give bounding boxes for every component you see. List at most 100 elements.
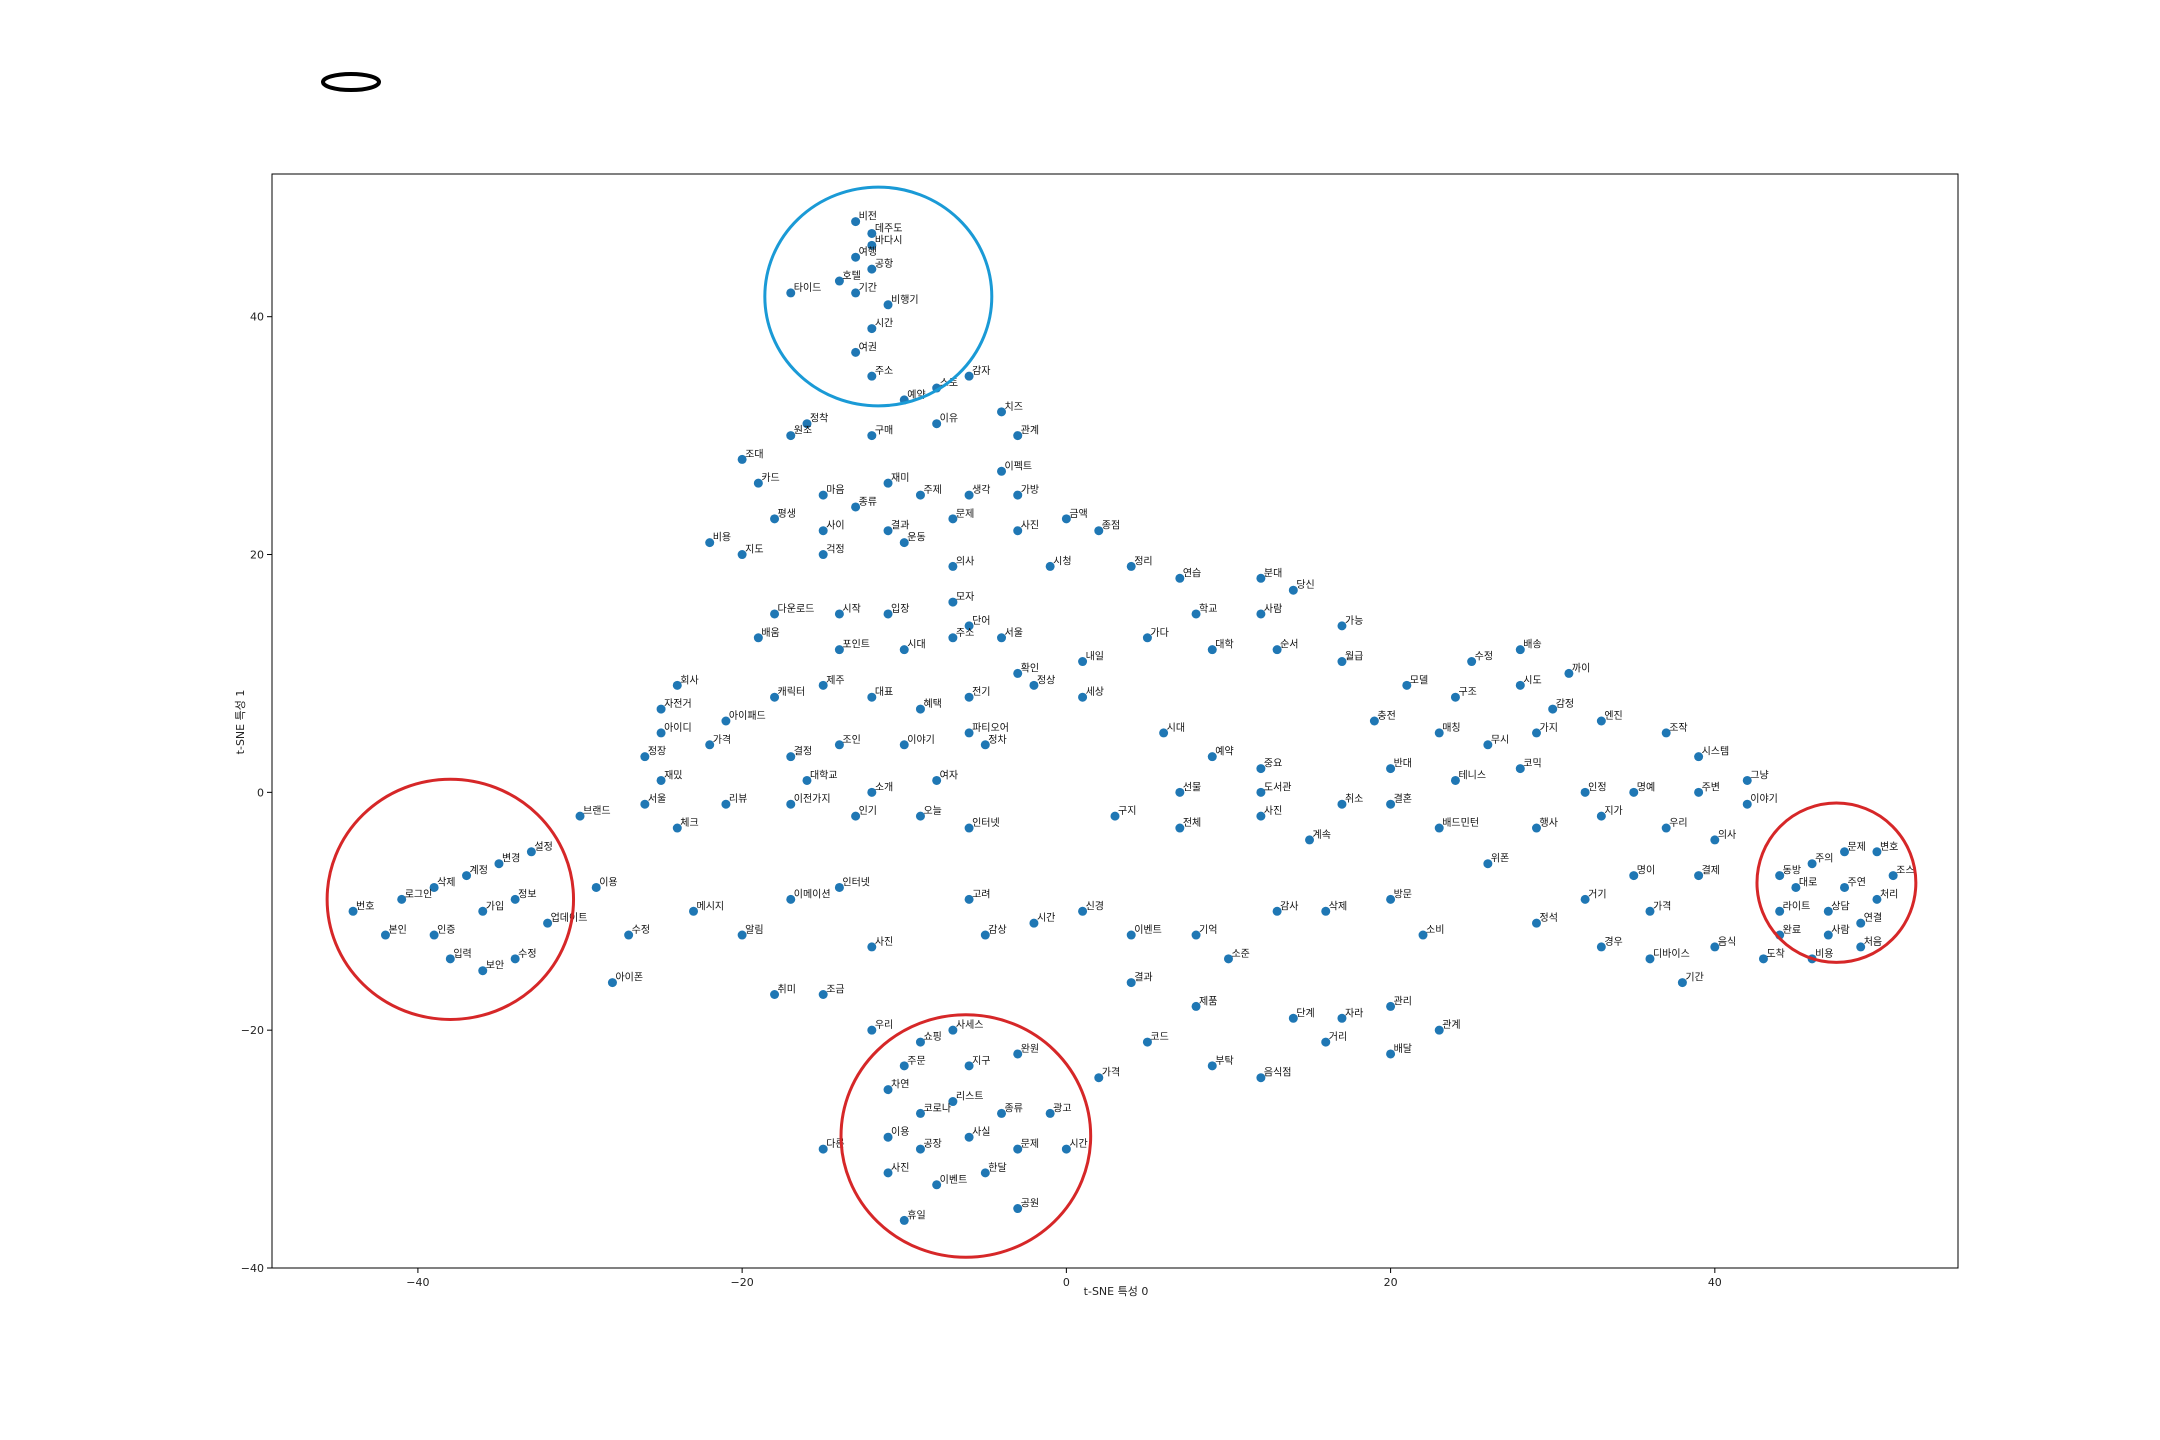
point-label: 비용 <box>713 532 731 544</box>
point-label: 충전 <box>1377 710 1395 722</box>
scatter-point <box>1434 823 1444 833</box>
scatter-point <box>980 740 990 750</box>
point-label: 재미 <box>891 472 909 484</box>
scatter-point <box>672 680 682 690</box>
point-label: 서울 <box>1005 627 1023 639</box>
scatter-point <box>948 561 958 571</box>
point-label: 디바이스 <box>1653 948 1690 960</box>
scatter-point <box>818 526 828 536</box>
scatter-point <box>1596 716 1606 726</box>
point-label: 주제 <box>923 484 941 496</box>
point-label: 예약 <box>1215 746 1233 758</box>
scatter-point <box>721 799 731 809</box>
point-label: 문제 <box>1848 841 1866 853</box>
point-label: 우리 <box>1669 817 1687 829</box>
tick-group: −40 −20 0 20 40 −40 −20 0 20 40 <box>241 311 1722 1289</box>
scatter-point <box>883 300 893 310</box>
point-label: 당신 <box>1296 579 1314 591</box>
point-label: 무시 <box>1491 734 1509 746</box>
point-label: 인터넷 <box>972 817 1000 829</box>
scatter-point <box>1321 906 1331 916</box>
point-label: 여행 <box>859 246 877 258</box>
point-label: 삭제 <box>437 876 455 888</box>
scatter-point <box>494 859 504 869</box>
point-label: 감상 <box>988 924 1006 936</box>
y-tick-label: 20 <box>250 549 264 562</box>
scatter-point <box>1872 847 1882 857</box>
scatter-point <box>851 217 861 227</box>
scatter-point <box>1483 859 1493 869</box>
point-label: 알림 <box>745 924 763 936</box>
scatter-point <box>737 454 747 464</box>
scatter-point <box>591 882 601 892</box>
scatter-point <box>1710 835 1720 845</box>
scatter-point <box>624 930 634 940</box>
point-label: 도착 <box>1766 948 1784 960</box>
point-label: 전기 <box>972 686 990 698</box>
point-label: 한달 <box>988 1162 1006 1174</box>
scatter-point <box>1094 1073 1104 1083</box>
scatter-point <box>948 597 958 607</box>
scatter-point <box>851 288 861 298</box>
point-label: 조작 <box>1669 722 1687 734</box>
scatter-points <box>348 217 1898 1225</box>
point-label: 사실 <box>972 1126 990 1138</box>
scatter-point <box>948 1025 958 1035</box>
scatter-point <box>1742 775 1752 785</box>
point-label: 가능 <box>1345 615 1363 627</box>
scatter-point <box>1580 787 1590 797</box>
point-label: 대표 <box>875 686 893 698</box>
scatter-point <box>1710 942 1720 952</box>
scatter-point <box>1272 906 1282 916</box>
point-label: 소비 <box>1426 924 1444 936</box>
point-label: 차연 <box>891 1079 909 1091</box>
point-label: 사람 <box>1831 923 1849 936</box>
scatter-point <box>818 990 828 999</box>
scatter-point <box>883 526 893 536</box>
point-label: 사세스 <box>956 1019 984 1031</box>
black-ellipse-mark <box>321 72 381 92</box>
point-label: 소개 <box>875 781 893 793</box>
scatter-point <box>770 609 780 619</box>
scatter-point <box>867 371 877 381</box>
point-label: 선물 <box>1183 781 1201 793</box>
point-label: 방문 <box>1394 888 1412 900</box>
point-label: 명이 <box>1637 865 1655 877</box>
point-label: 소준 <box>1231 948 1249 960</box>
point-label: 지구 <box>972 1055 990 1067</box>
scatter-point <box>1126 930 1136 940</box>
scatter-point <box>1515 645 1525 655</box>
point-label: 사진 <box>1264 805 1282 817</box>
scatter-point <box>1013 1049 1023 1059</box>
scatter-point <box>1013 431 1023 441</box>
point-label: 문제 <box>956 508 974 520</box>
point-label: 주변 <box>1702 781 1720 793</box>
scatter-point <box>1256 609 1266 619</box>
scatter-point <box>1791 882 1801 892</box>
point-label: 이야기 <box>1750 793 1778 805</box>
scatter-point <box>818 490 828 500</box>
scatter-point <box>851 347 861 357</box>
scatter-point <box>1434 1025 1444 1035</box>
scatter-point <box>1888 871 1898 881</box>
point-label: 수정 <box>1475 651 1493 663</box>
scatter-point <box>899 1061 909 1071</box>
point-label: 휴일 <box>907 1209 925 1221</box>
point-label: 여자 <box>940 769 958 781</box>
scatter-point <box>656 728 666 738</box>
point-label: 관계 <box>1442 1019 1460 1031</box>
point-label: 입력 <box>453 947 471 960</box>
point-label: 인정 <box>1588 781 1606 793</box>
point-label: 서울 <box>648 793 666 805</box>
point-label: 주의 <box>1815 853 1833 865</box>
scatter-point <box>1321 1037 1331 1047</box>
scatter-point <box>964 490 974 500</box>
scatter-point <box>672 823 682 833</box>
point-label: 공항 <box>875 258 893 270</box>
scatter-point <box>964 621 974 631</box>
point-label: 계속 <box>1313 829 1331 841</box>
scatter-point <box>1629 871 1639 881</box>
point-label: 마음 <box>826 484 844 496</box>
point-label: 이벤트 <box>940 1174 968 1186</box>
scatter-point <box>1564 668 1574 678</box>
